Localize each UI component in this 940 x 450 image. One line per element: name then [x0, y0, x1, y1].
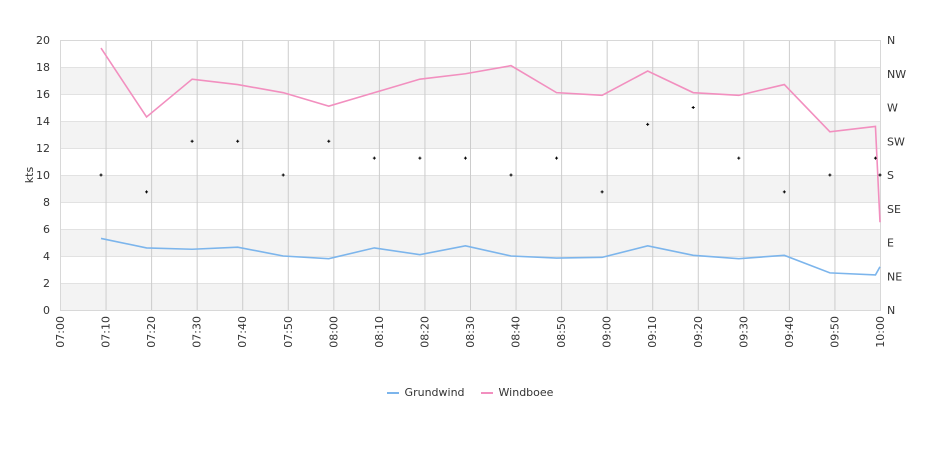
x-tick-label: 07:10 [100, 316, 113, 348]
direction-marker [418, 156, 422, 160]
y2-tick-label: NE [887, 270, 902, 283]
x-tick-label: 09:30 [737, 316, 750, 348]
y2-tick-label: SE [887, 203, 901, 216]
x-tick-label: 08:10 [373, 316, 386, 348]
y-tick-label: 18 [36, 61, 50, 74]
x-tick-label: 08:30 [464, 316, 477, 348]
y-axis-label: kts [23, 167, 36, 184]
x-tick-label: 08:50 [555, 316, 568, 348]
legend-swatch [386, 392, 399, 394]
x-tick-label: 09:10 [646, 316, 659, 348]
legend-label: Windboee [498, 386, 554, 399]
direction-marker [873, 156, 877, 160]
direction-marker [509, 173, 513, 177]
legend-item-grundwind[interactable]: Grundwind [386, 386, 465, 399]
direction-marker [878, 173, 882, 177]
direction-marker [99, 173, 103, 177]
y2-tick-label: E [887, 237, 894, 250]
y-tick-label: 0 [43, 304, 50, 317]
direction-marker [372, 156, 376, 160]
direction-marker [646, 122, 650, 126]
x-tick-label: 07:40 [236, 316, 249, 348]
x-tick-label: 07:50 [282, 316, 295, 348]
direction-marker [463, 156, 467, 160]
y2-tick-label: N [887, 304, 895, 317]
x-tick-label: 09:00 [601, 316, 614, 348]
y-tick-label: 6 [43, 223, 50, 236]
y2-tick-label: NW [887, 68, 906, 81]
direction-marker [737, 156, 741, 160]
direction-marker [281, 173, 285, 177]
direction-marker [782, 190, 786, 194]
legend-swatch [480, 392, 493, 394]
y2-tick-label: SW [887, 135, 905, 148]
x-tick-label: 07:20 [145, 316, 158, 348]
y-tick-label: 2 [43, 277, 50, 290]
legend: Grundwind Windboee [0, 386, 940, 399]
direction-marker [555, 156, 559, 160]
y-tick-label: 10 [36, 169, 50, 182]
direction-marker [145, 190, 149, 194]
y-tick-label: 4 [43, 250, 50, 263]
x-tick-label: 08:40 [510, 316, 523, 348]
legend-item-windboee[interactable]: Windboee [480, 386, 554, 399]
y-tick-label: 16 [36, 88, 50, 101]
direction-marker [327, 139, 331, 143]
x-tick-label: 09:50 [828, 316, 841, 348]
x-tick-label: 07:00 [54, 316, 67, 348]
y-tick-label: 12 [36, 142, 50, 155]
direction-marker [828, 173, 832, 177]
x-tick-label: 07:30 [191, 316, 204, 348]
x-tick-label: 08:00 [327, 316, 340, 348]
y2-tick-label: S [887, 169, 894, 182]
direction-marker [190, 139, 194, 143]
legend-label: Grundwind [404, 386, 465, 399]
x-tick-label: 08:20 [418, 316, 431, 348]
y2-tick-label: N [887, 34, 895, 47]
y-tick-label: 14 [36, 115, 50, 128]
wind-chart: 0 2 4 6 8 10 12 14 16 18 20 07:00 07:10 07:20 07:30 07:… [23, 34, 906, 348]
series-line-grundwind [100, 237, 881, 276]
y2-tick-label: W [887, 102, 898, 115]
series-line-windboee [100, 47, 881, 223]
y-tick-label: 20 [36, 34, 50, 47]
x-tick-label: 09:20 [692, 316, 705, 348]
y-tick-label: 8 [43, 196, 50, 209]
direction-marker [691, 106, 695, 109]
direction-marker [236, 139, 240, 143]
x-tick-label: 09:40 [783, 316, 796, 348]
direction-marker [600, 190, 604, 194]
x-tick-label: 10:00 [874, 316, 887, 348]
